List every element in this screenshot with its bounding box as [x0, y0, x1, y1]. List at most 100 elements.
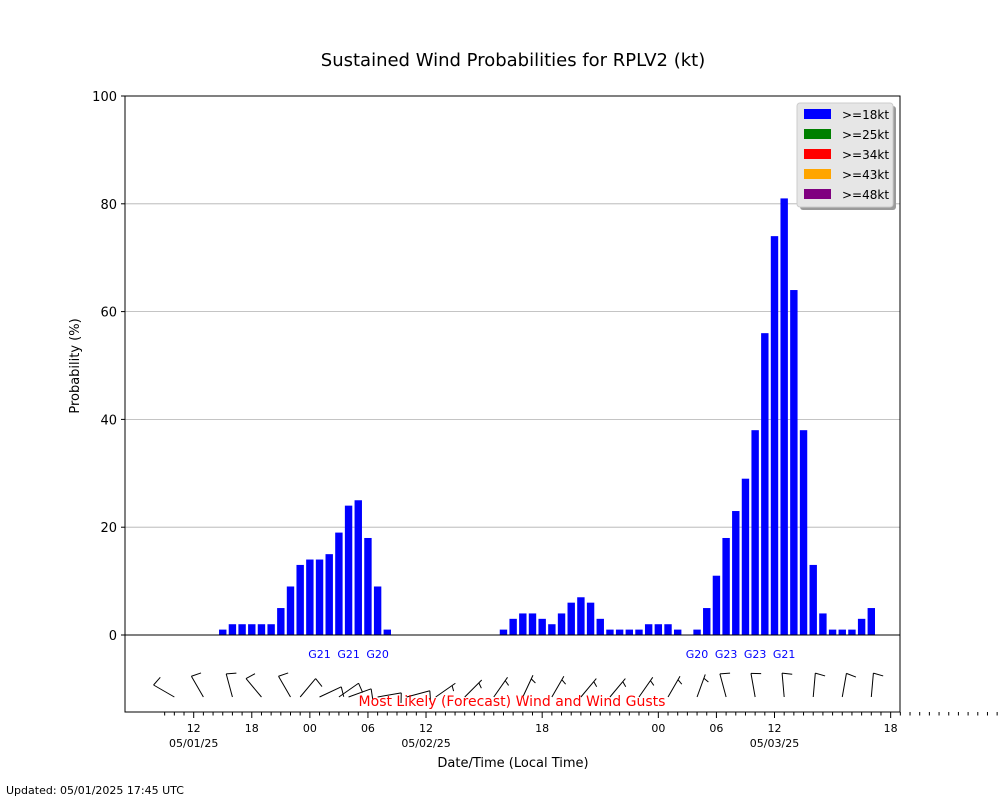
wind-barb	[225, 672, 237, 698]
legend: >=18kt >=25kt >=34kt >=43kt >=48kt	[796, 102, 896, 210]
bar	[664, 624, 672, 635]
chart-title: Sustained Wind Probabilities for RPLV2 (…	[321, 50, 705, 71]
y-tick-label: 80	[100, 198, 117, 213]
wind-barb	[464, 679, 483, 698]
bar	[344, 505, 353, 635]
x-tick-label: 06	[709, 722, 723, 735]
gust-label: G21	[308, 648, 331, 661]
x-tick-label: 12	[187, 722, 201, 735]
bar	[257, 624, 266, 635]
legend-swatch	[804, 189, 831, 199]
bar	[325, 554, 333, 635]
wind-barb	[522, 675, 536, 698]
bar-series	[219, 198, 875, 635]
legend-swatch	[804, 169, 831, 179]
y-tick-label: 40	[100, 413, 117, 428]
x-axis-label: Date/Time (Local Time)	[437, 756, 588, 771]
wind-barb	[719, 672, 731, 698]
bar	[538, 618, 546, 635]
wind-barbs	[153, 672, 884, 704]
bar	[228, 624, 237, 635]
wind-barb	[338, 682, 364, 698]
bar	[770, 236, 779, 635]
bar	[751, 430, 759, 635]
bar	[780, 198, 788, 635]
bar	[615, 629, 624, 635]
bar	[761, 333, 769, 635]
x-tick-label: 00	[651, 722, 665, 735]
gust-label: G23	[744, 648, 767, 661]
wind-barb	[781, 672, 793, 698]
wind-barb	[750, 672, 762, 698]
bar	[625, 629, 633, 635]
x-date-label: 05/02/25	[401, 737, 450, 750]
bar	[606, 629, 614, 635]
bar	[335, 532, 343, 635]
bar	[306, 559, 314, 635]
y-tick-label: 20	[100, 521, 117, 536]
wind-panel-frame	[124, 634, 901, 713]
wind-barb	[580, 678, 598, 698]
bar	[364, 537, 372, 635]
x-tick-label: 18	[245, 722, 259, 735]
wind-barb	[638, 677, 655, 698]
x-date-label: 05/01/25	[169, 737, 218, 750]
x-tick-label: 06	[361, 722, 375, 735]
wind-barb	[377, 692, 402, 704]
wind-barb	[406, 690, 431, 701]
bar	[693, 629, 701, 635]
y-axis-label: Probability (%)	[68, 318, 83, 413]
bar	[654, 624, 663, 635]
bar	[790, 290, 798, 635]
wind-barb	[435, 682, 456, 698]
x-tick-label: 18	[884, 722, 898, 735]
wind-barb	[493, 677, 510, 698]
wind-barb	[609, 678, 627, 698]
wind-barb	[299, 678, 323, 698]
wind-barb	[812, 672, 826, 698]
bar	[238, 624, 246, 635]
wind-panel-label: Most Likely (Forecast) Wind and Wind Gus…	[359, 694, 666, 710]
bar	[674, 629, 682, 635]
y-tick-label: 60	[100, 306, 117, 321]
bar	[296, 564, 304, 635]
wind-barb	[190, 672, 204, 698]
y-tick-label: 100	[92, 90, 117, 105]
bar	[722, 537, 730, 635]
wind-barb	[319, 686, 345, 698]
bar	[703, 608, 711, 635]
wind-barb	[278, 672, 291, 698]
bar	[596, 618, 604, 635]
bar	[557, 613, 566, 635]
bar	[286, 586, 295, 635]
bar	[577, 597, 585, 635]
bar	[499, 629, 508, 635]
bar	[635, 629, 643, 635]
legend-label: >=48kt	[842, 188, 889, 202]
bar	[528, 613, 537, 635]
bar	[799, 430, 808, 635]
bar	[567, 602, 575, 635]
gust-label: G20	[366, 648, 389, 661]
wind-barb	[348, 688, 374, 699]
bar	[712, 575, 721, 635]
gust-label: G21	[773, 648, 796, 661]
gust-labels: G21 G21 G20 G20 G23 G23 G21	[308, 648, 795, 661]
legend-label: >=25kt	[842, 128, 889, 142]
x-tick-label: 00	[303, 722, 317, 735]
wind-barb	[870, 672, 884, 698]
bar	[354, 500, 362, 635]
gust-label: G20	[686, 648, 709, 661]
bar	[219, 629, 227, 635]
bar	[848, 629, 856, 635]
x-tick-label: 12	[768, 722, 782, 735]
bar	[315, 559, 324, 635]
bar	[519, 613, 527, 635]
legend-label: >=18kt	[842, 108, 889, 122]
x-date-label: 05/03/25	[750, 737, 799, 750]
bar	[248, 624, 256, 635]
wind-barb	[696, 674, 709, 698]
bar	[741, 478, 750, 635]
x-axis-ticks: 12180006121800061218000605/01/2505/02/25…	[164, 712, 1000, 750]
updated-timestamp: Updated: 05/01/2025 17:45 UTC	[6, 784, 184, 797]
